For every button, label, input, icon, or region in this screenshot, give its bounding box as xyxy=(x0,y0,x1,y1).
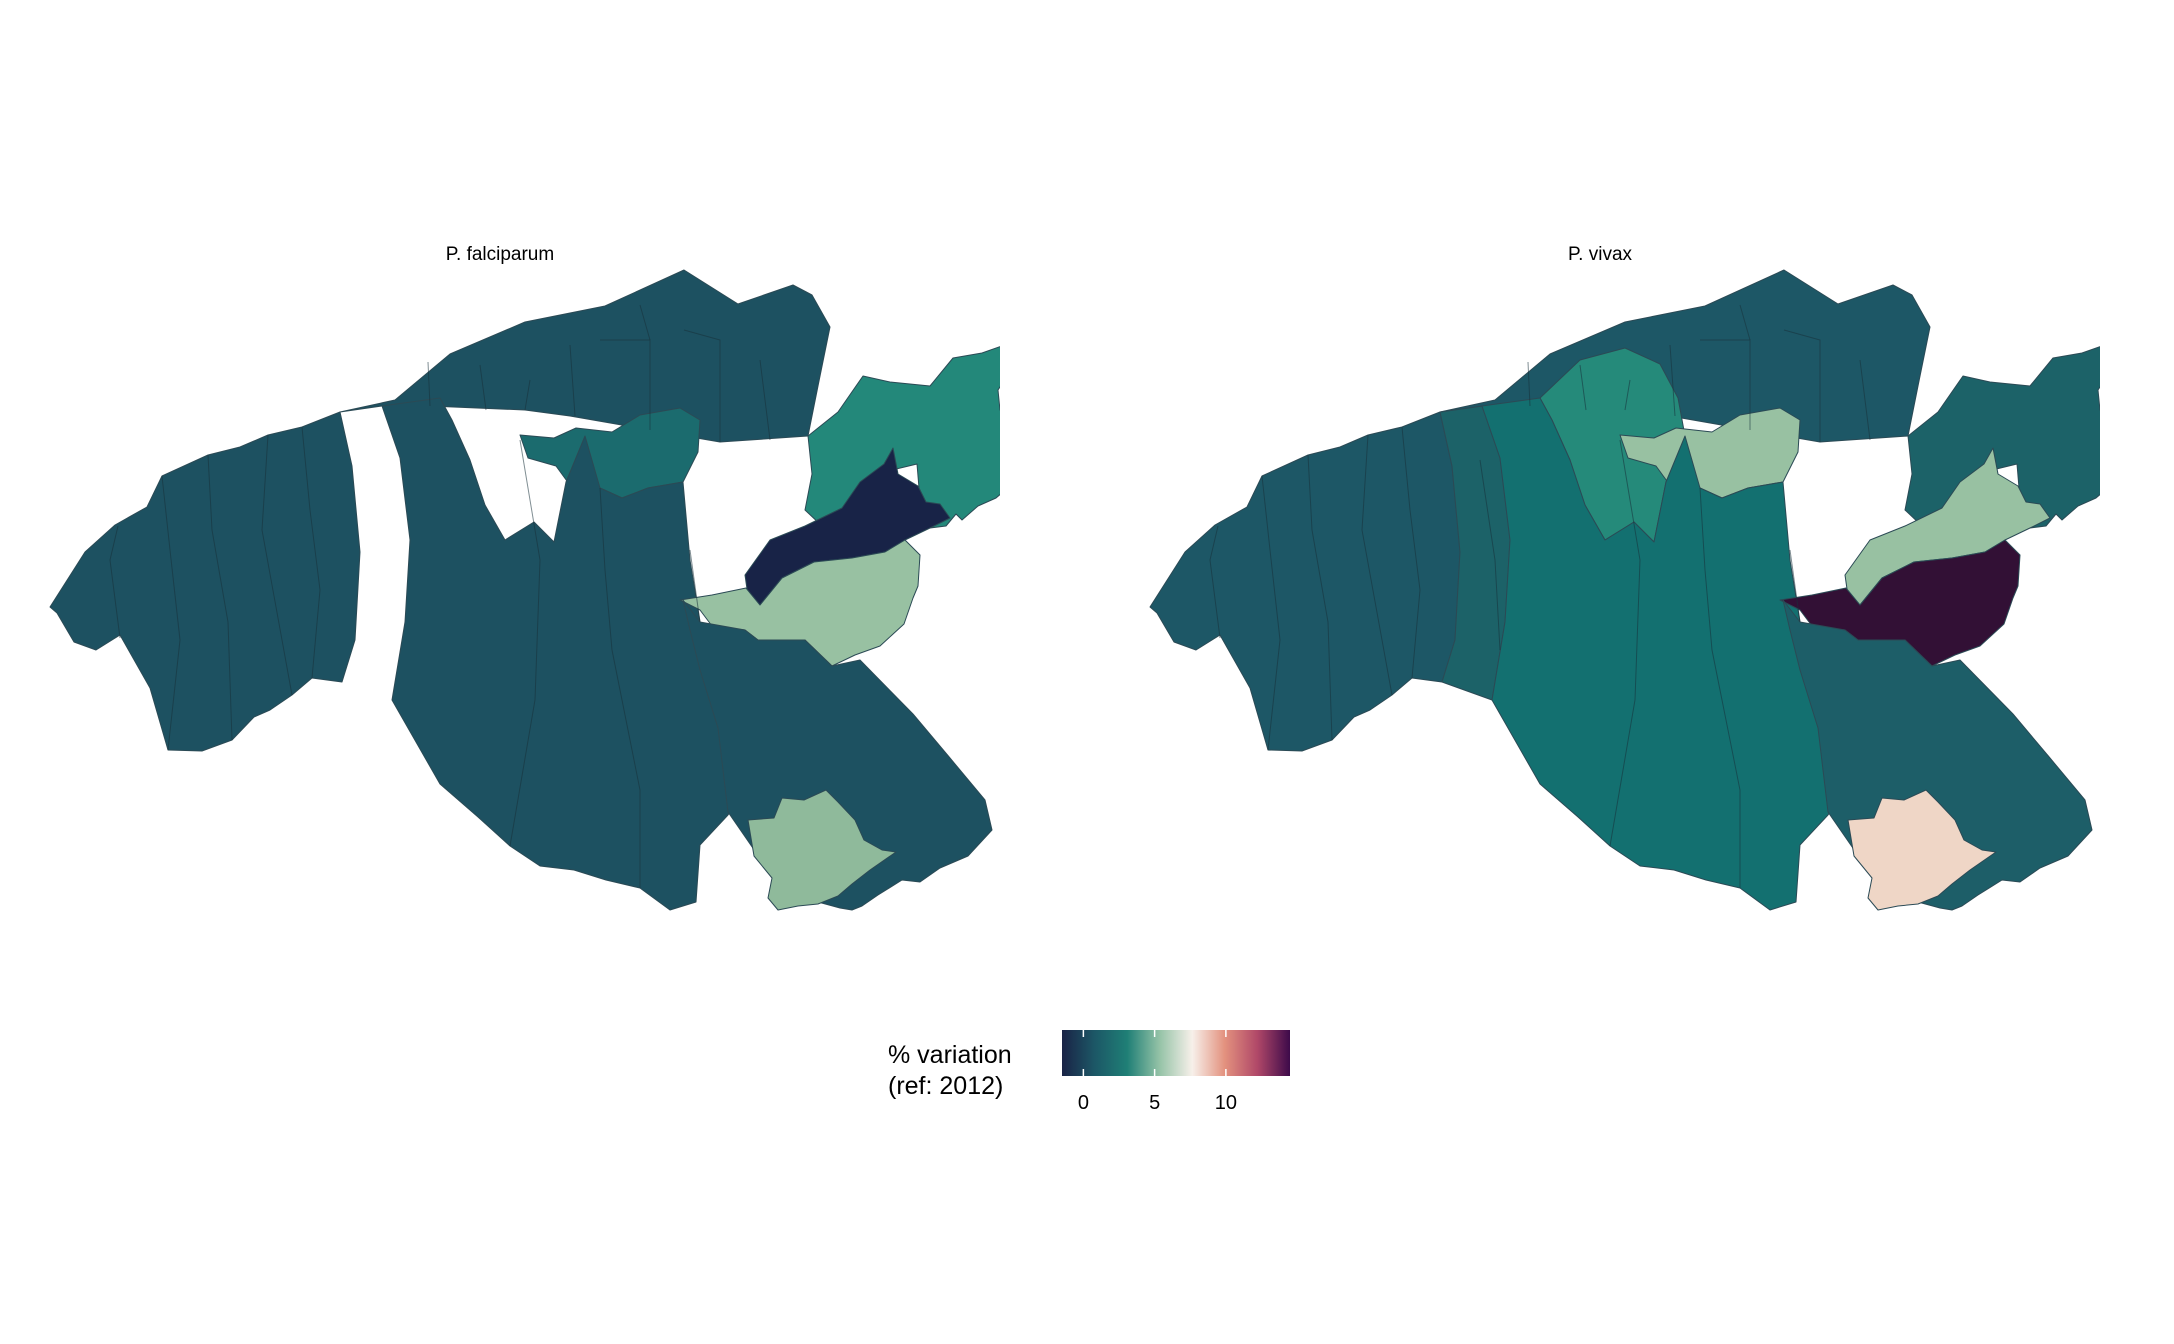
municipality-boundary xyxy=(569,344,576,417)
municipality-boundary xyxy=(479,364,487,411)
district-west-basin xyxy=(1149,411,1461,752)
panel-title: P. falciparum xyxy=(445,244,555,265)
legend-title-line2: (ref: 2012) xyxy=(888,1072,1004,1100)
municipality-boundary xyxy=(683,329,721,442)
map-panel-vivax: P. vivax xyxy=(1100,230,2100,990)
municipality-boundary xyxy=(759,359,771,441)
legend-gradient-rect xyxy=(1062,1030,1290,1076)
district-south-enclave xyxy=(1847,789,1997,911)
panel-title: P. vivax xyxy=(1567,244,1633,265)
municipality-boundary xyxy=(1307,454,1333,741)
legend-tick-label: 5 xyxy=(1149,1092,1161,1114)
district-north-central-pocket xyxy=(519,407,701,499)
legend-title-line1: % variation xyxy=(888,1041,1012,1069)
municipality-boundary xyxy=(1789,549,1801,623)
choropleth-map-vivax xyxy=(1149,269,2100,911)
municipality-boundary xyxy=(1361,434,1393,696)
legend-tick-label: 0 xyxy=(1077,1092,1089,1114)
municipality-boundary xyxy=(261,434,293,696)
legend-title: % variation (ref: 2012) xyxy=(888,1040,1012,1102)
municipality-boundary xyxy=(1479,459,1501,651)
map-panel-falciparum: P. falciparum xyxy=(0,230,1000,990)
municipality-boundary xyxy=(1401,426,1421,679)
municipality-boundary xyxy=(1739,304,1751,341)
municipality-boundary xyxy=(1579,364,1587,411)
legend-tick-label: 10 xyxy=(1214,1092,1237,1114)
municipality-boundary xyxy=(524,379,531,411)
municipality-boundary xyxy=(1624,379,1631,411)
municipality-boundary xyxy=(639,304,651,341)
municipality-boundary xyxy=(109,525,121,639)
municipality-boundary xyxy=(509,439,541,847)
color-legend: % variation (ref: 2012) 0 5 10 xyxy=(880,1010,1300,1120)
municipality-boundary xyxy=(427,361,431,407)
district-south-enclave xyxy=(747,789,897,911)
municipality-boundary xyxy=(1783,329,1821,442)
municipality-boundary xyxy=(689,549,701,623)
municipality-boundary xyxy=(207,454,233,741)
municipality-boundary xyxy=(1261,475,1281,751)
municipality-boundary xyxy=(161,475,181,751)
municipality-boundary xyxy=(1699,487,1741,888)
municipality-boundary xyxy=(1859,359,1871,441)
district-west-basin xyxy=(49,411,361,752)
municipality-boundary xyxy=(1209,525,1221,639)
legend-colorbar xyxy=(1062,1030,1290,1076)
municipality-boundary xyxy=(1669,344,1676,417)
choropleth-map-falciparum xyxy=(49,269,1000,911)
district-north-central-pocket xyxy=(1619,407,1801,499)
municipality-boundary xyxy=(599,487,641,888)
municipality-boundary xyxy=(1527,361,1531,407)
municipality-boundary xyxy=(1609,439,1641,847)
municipality-boundary xyxy=(301,426,321,679)
